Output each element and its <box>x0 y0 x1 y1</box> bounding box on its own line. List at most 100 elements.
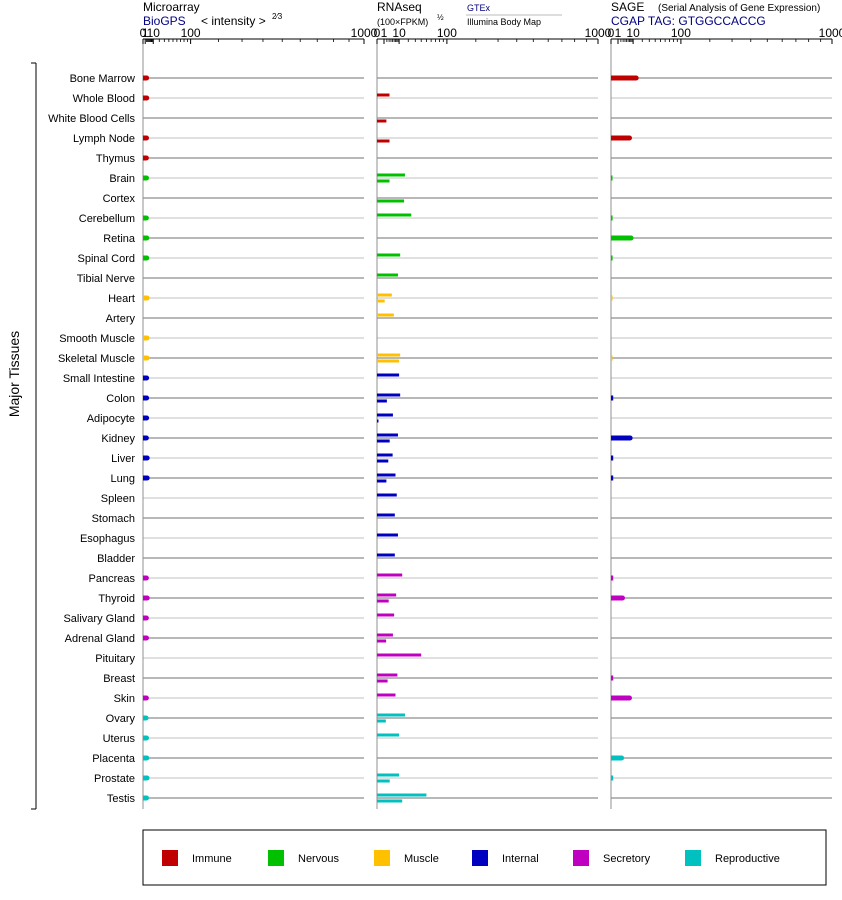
bar-rnaseq-gtex-testis <box>377 793 427 797</box>
category-label-pituitary: Pituitary <box>95 653 135 665</box>
bar-rnaseq-gtex-skin <box>377 693 396 697</box>
bar-rnaseq-gtex-pituitary <box>377 653 422 657</box>
bar-rnaseq-gtex-spleen <box>377 493 397 497</box>
category-label-cortex: Cortex <box>103 193 136 205</box>
bar-sage-cgap-prostate <box>611 775 614 781</box>
microarray-units-exponent: 2⁄3 <box>272 12 283 21</box>
category-label-small-intestine: Small Intestine <box>63 373 135 385</box>
category-label-pancreas: Pancreas <box>89 573 136 585</box>
category-label-lung: Lung <box>111 473 135 485</box>
category-label-thyroid: Thyroid <box>98 593 135 605</box>
tick-label: 1000 <box>351 26 378 40</box>
bar-sage-cgap-kidney <box>611 435 631 441</box>
bar-rnaseq-gtex-tibial-nerve <box>377 273 398 277</box>
category-label-prostate: Prostate <box>94 773 135 785</box>
panel-sage: 01 10 100 1000 <box>608 26 842 809</box>
category-label-stomach: Stomach <box>92 513 135 525</box>
rnaseq-units-exponent: ½ <box>437 13 444 22</box>
bar-rnaseq-illumina-body-map-prostate <box>377 779 390 783</box>
bar-cap <box>143 215 149 221</box>
tick-label: 1 <box>381 26 388 40</box>
bar-cap <box>144 395 150 401</box>
legend-item-nervous: Nervous <box>268 850 339 866</box>
bar-rnaseq-gtex-artery <box>377 313 394 317</box>
bar-cap <box>144 775 150 781</box>
category-label-placenta: Placenta <box>92 753 136 765</box>
bar-rnaseq-gtex-liver <box>377 453 393 457</box>
panel-rnaseq: 0 1 10 100 1000 <box>374 26 612 809</box>
bar-cap <box>144 335 150 341</box>
bar-cap <box>619 595 625 601</box>
category-label-testis: Testis <box>107 793 136 805</box>
tick-label: 1000 <box>819 26 842 40</box>
legend-swatch-muscle <box>374 850 390 866</box>
bar-cap <box>143 715 149 721</box>
category-label-bone-marrow: Bone Marrow <box>70 73 135 85</box>
bar-cap <box>144 255 150 261</box>
bar-sage-cgap-skeletal-muscle <box>611 355 613 361</box>
category-label-bladder: Bladder <box>97 553 135 565</box>
bar-rnaseq-gtex-salivary-gland <box>377 613 395 617</box>
bar-rnaseq-gtex-spinal-cord <box>377 253 401 257</box>
bar-cap <box>144 475 150 481</box>
category-label-liver: Liver <box>111 453 135 465</box>
legend-label-internal: Internal <box>502 853 539 865</box>
bar-rnaseq-gtex-cerebellum <box>377 213 412 217</box>
rnaseq-source-gtex: GTEx <box>467 3 491 13</box>
sage-title-note: (Serial Analysis of Gene Expression) <box>658 3 820 14</box>
bar-rnaseq-gtex-adrenal-gland <box>377 633 393 637</box>
category-label-adrenal-gland: Adrenal Gland <box>65 633 135 645</box>
rnaseq-source-illumina: Illumina Body Map <box>467 17 541 27</box>
bar-cap <box>144 295 150 301</box>
tick-label: 1 <box>142 26 149 40</box>
bar-cap <box>144 415 150 421</box>
bar-cap <box>628 235 634 241</box>
bar-cap <box>143 155 149 161</box>
tick-label: 100 <box>437 26 457 40</box>
bar-sage-cgap-bone-marrow <box>611 75 637 81</box>
bar-cap <box>619 755 625 761</box>
bar-rnaseq-illumina-body-map-lymph-node <box>377 139 390 143</box>
bar-cap <box>144 755 150 761</box>
tick-label: 100 <box>181 26 201 40</box>
legend-swatch-secretory <box>573 850 589 866</box>
category-label-spleen: Spleen <box>101 493 135 505</box>
rnaseq-header: RNAseq (100×FPKM) ½ GTEx Illumina Body M… <box>377 0 562 27</box>
category-label-white-blood-cells: White Blood Cells <box>48 113 135 125</box>
bar-cap <box>144 175 150 181</box>
bar-rnaseq-gtex-esophagus <box>377 533 398 537</box>
bar-sage-cgap-lung <box>611 475 614 481</box>
bar-rnaseq-illumina-body-map-thyroid <box>377 599 389 603</box>
bar-rnaseq-gtex-brain <box>377 173 405 177</box>
bar-cap <box>144 355 150 361</box>
bar-rnaseq-illumina-body-map-kidney <box>377 439 390 443</box>
bar-rnaseq-gtex-small-intestine <box>377 373 400 377</box>
bar-rnaseq-illumina-body-map-adipocyte <box>377 419 379 423</box>
legend-label-nervous: Nervous <box>298 853 339 865</box>
legend-label-immune: Immune <box>192 853 232 865</box>
bar-rnaseq-illumina-body-map-brain <box>377 179 390 183</box>
bar-rnaseq-gtex-stomach <box>377 513 395 517</box>
bar-cap <box>144 75 150 81</box>
category-label-salivary-gland: Salivary Gland <box>63 613 135 625</box>
legend-label-muscle: Muscle <box>404 853 439 865</box>
category-label-breast: Breast <box>103 673 135 685</box>
bar-rnaseq-illumina-body-map-white-blood-cells <box>377 119 387 123</box>
bar-cap <box>143 435 149 441</box>
legend-item-internal: Internal <box>472 850 539 866</box>
bar-sage-cgap-cerebellum <box>611 215 613 221</box>
bar-sage-cgap-retina <box>611 235 632 241</box>
category-label-lymph-node: Lymph Node <box>73 133 135 145</box>
category-label-skin: Skin <box>114 693 135 705</box>
bar-cap <box>144 595 150 601</box>
bar-rnaseq-gtex-adipocyte <box>377 413 393 417</box>
bar-cap <box>144 735 150 741</box>
bar-cap <box>144 635 150 641</box>
bar-cap <box>143 615 149 621</box>
rnaseq-title: RNAseq <box>377 0 422 14</box>
tick-label: 10 <box>147 26 161 40</box>
y-group-bracket <box>31 62 37 810</box>
microarray-source: BioGPS <box>143 14 186 28</box>
